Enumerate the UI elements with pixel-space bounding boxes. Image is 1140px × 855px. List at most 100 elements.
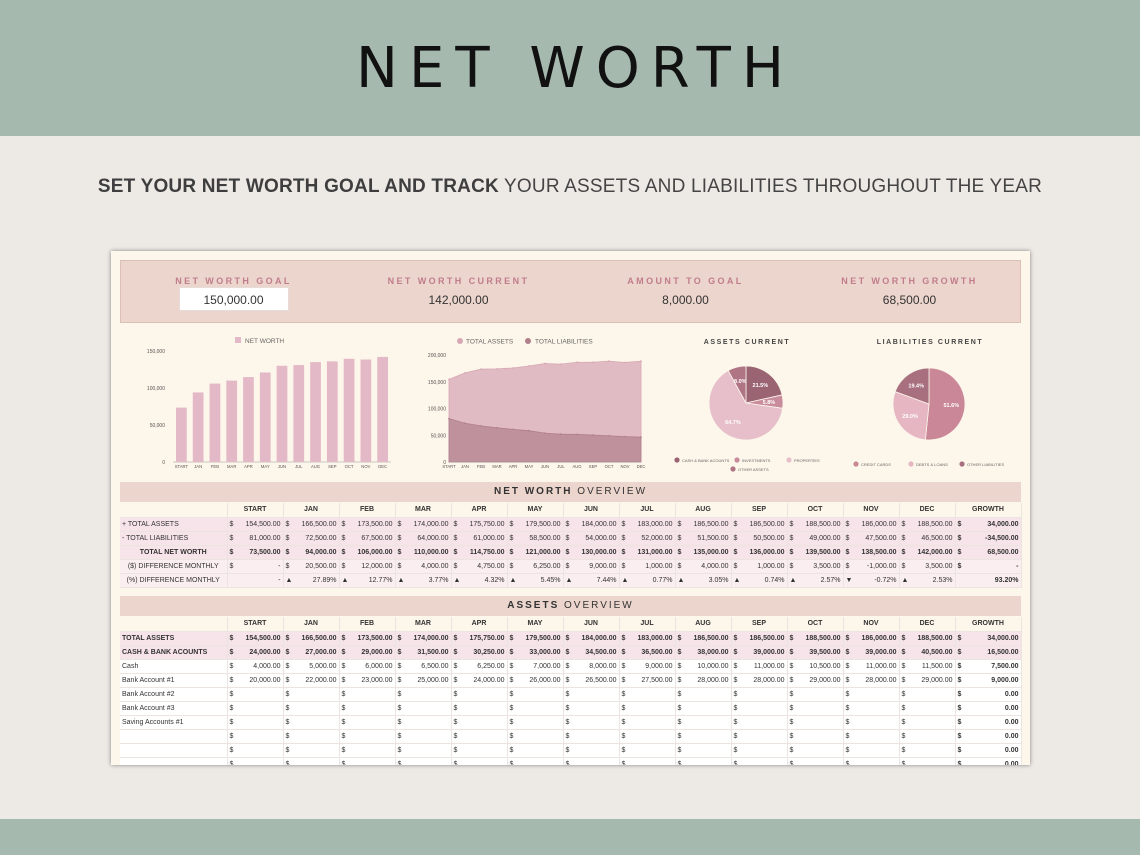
table-cell[interactable]: $3,500.00: [787, 559, 844, 574]
table-cell[interactable]: $: [619, 743, 676, 758]
table-cell[interactable]: $7,000.00: [507, 659, 564, 674]
table-cell[interactable]: $175,750.00: [451, 631, 508, 646]
table-cell[interactable]: $154,500.00: [227, 517, 284, 532]
table-cell[interactable]: $: [787, 715, 844, 730]
table-cell[interactable]: $28,000.00: [675, 673, 732, 688]
table-cell[interactable]: $39,000.00: [731, 645, 788, 660]
table-cell[interactable]: $12,000.00: [339, 559, 396, 574]
table-cell[interactable]: $: [283, 687, 340, 702]
table-cell[interactable]: $: [507, 701, 564, 716]
table-cell[interactable]: $49,000.00: [787, 531, 844, 546]
table-cell[interactable]: $183,000.00: [619, 631, 676, 646]
table-cell[interactable]: $174,000.00: [395, 631, 452, 646]
table-cell[interactable]: $81,000.00: [227, 531, 284, 546]
table-cell[interactable]: ▲ 0.74%: [731, 573, 788, 588]
table-cell[interactable]: $23,000.00: [339, 673, 396, 688]
table-cell[interactable]: $: [843, 729, 900, 744]
table-cell[interactable]: $: [899, 701, 956, 716]
table-cell[interactable]: $: [731, 687, 788, 702]
table-cell[interactable]: ▲ 12.77%: [339, 573, 396, 588]
table-cell[interactable]: $27,000.00: [283, 645, 340, 660]
table-cell[interactable]: $179,500.00: [507, 517, 564, 532]
table-cell[interactable]: $36,500.00: [619, 645, 676, 660]
table-cell[interactable]: $39,000.00: [843, 645, 900, 660]
table-cell[interactable]: $: [619, 701, 676, 716]
table-cell[interactable]: $11,000.00: [731, 659, 788, 674]
table-cell[interactable]: ▲ 27.89%: [283, 573, 340, 588]
table-cell[interactable]: $173,500.00: [339, 517, 396, 532]
table-cell[interactable]: $175,750.00: [451, 517, 508, 532]
table-cell[interactable]: $: [843, 687, 900, 702]
table-cell[interactable]: ▲ 5.45%: [507, 573, 564, 588]
table-cell[interactable]: $72,500.00: [283, 531, 340, 546]
table-cell[interactable]: $61,000.00: [451, 531, 508, 546]
table-cell[interactable]: $: [563, 687, 620, 702]
table-cell[interactable]: $: [731, 701, 788, 716]
table-cell[interactable]: ▲ 4.32%: [451, 573, 508, 588]
table-cell[interactable]: $: [395, 687, 452, 702]
table-cell[interactable]: ▲ 3.05%: [675, 573, 732, 588]
table-cell[interactable]: $: [283, 701, 340, 716]
table-cell[interactable]: $40,500.00: [899, 645, 956, 660]
table-cell[interactable]: $173,500.00: [339, 631, 396, 646]
table-cell[interactable]: $28,000.00: [731, 673, 788, 688]
table-cell[interactable]: $ -: [227, 559, 284, 574]
table-cell[interactable]: $52,000.00: [619, 531, 676, 546]
table-cell[interactable]: $: [227, 701, 284, 716]
table-cell[interactable]: $: [395, 715, 452, 730]
table-cell[interactable]: $20,000.00: [227, 673, 284, 688]
table-cell[interactable]: $34,500.00: [563, 645, 620, 660]
table-cell[interactable]: $: [507, 729, 564, 744]
table-cell[interactable]: $4,000.00: [395, 559, 452, 574]
table-cell[interactable]: $186,500.00: [675, 517, 732, 532]
table-cell[interactable]: $: [619, 757, 676, 765]
table-cell[interactable]: $139,500.00: [787, 545, 844, 560]
table-cell[interactable]: $: [395, 757, 452, 765]
table-cell[interactable]: $22,000.00: [283, 673, 340, 688]
table-cell[interactable]: $154,500.00: [227, 631, 284, 646]
table-cell[interactable]: $188,500.00: [787, 631, 844, 646]
table-cell[interactable]: $1,000.00: [619, 559, 676, 574]
table-cell[interactable]: $130,000.00: [563, 545, 620, 560]
table-cell[interactable]: $58,500.00: [507, 531, 564, 546]
table-cell[interactable]: $: [339, 701, 396, 716]
table-cell[interactable]: ▲ 0.77%: [619, 573, 676, 588]
table-cell[interactable]: $6,500.00: [395, 659, 452, 674]
table-cell[interactable]: $: [451, 757, 508, 765]
table-cell[interactable]: $: [731, 743, 788, 758]
table-cell[interactable]: $29,000.00: [787, 673, 844, 688]
table-cell[interactable]: $: [339, 729, 396, 744]
table-cell[interactable]: $29,000.00: [899, 673, 956, 688]
table-cell[interactable]: ▲ 7.44%: [563, 573, 620, 588]
table-cell[interactable]: $184,000.00: [563, 517, 620, 532]
table-cell[interactable]: $: [675, 715, 732, 730]
table-cell[interactable]: $: [843, 715, 900, 730]
table-cell[interactable]: $6,250.00: [507, 559, 564, 574]
table-cell[interactable]: $106,000.00: [339, 545, 396, 560]
table-cell[interactable]: $: [899, 729, 956, 744]
table-cell[interactable]: $: [451, 729, 508, 744]
table-cell[interactable]: $121,000.00: [507, 545, 564, 560]
table-cell[interactable]: $: [563, 743, 620, 758]
table-cell[interactable]: $: [563, 729, 620, 744]
table-cell[interactable]: $: [283, 757, 340, 765]
table-cell[interactable]: $: [227, 715, 284, 730]
table-cell[interactable]: $67,500.00: [339, 531, 396, 546]
table-cell[interactable]: $: [451, 715, 508, 730]
table-cell[interactable]: $188,500.00: [899, 631, 956, 646]
table-cell[interactable]: $9,000.00: [563, 559, 620, 574]
table-cell[interactable]: $114,750.00: [451, 545, 508, 560]
table-cell[interactable]: $: [787, 729, 844, 744]
table-cell[interactable]: $: [507, 757, 564, 765]
table-cell[interactable]: $136,000.00: [731, 545, 788, 560]
table-cell[interactable]: $: [899, 715, 956, 730]
table-cell[interactable]: $186,500.00: [731, 517, 788, 532]
table-cell[interactable]: $73,500.00: [227, 545, 284, 560]
table-cell[interactable]: $: [283, 715, 340, 730]
table-cell[interactable]: $11,500.00: [899, 659, 956, 674]
table-cell[interactable]: $25,000.00: [395, 673, 452, 688]
table-cell[interactable]: $: [395, 729, 452, 744]
table-cell[interactable]: $10,500.00: [787, 659, 844, 674]
table-cell[interactable]: $4,000.00: [227, 659, 284, 674]
table-cell[interactable]: $4,750.00: [451, 559, 508, 574]
